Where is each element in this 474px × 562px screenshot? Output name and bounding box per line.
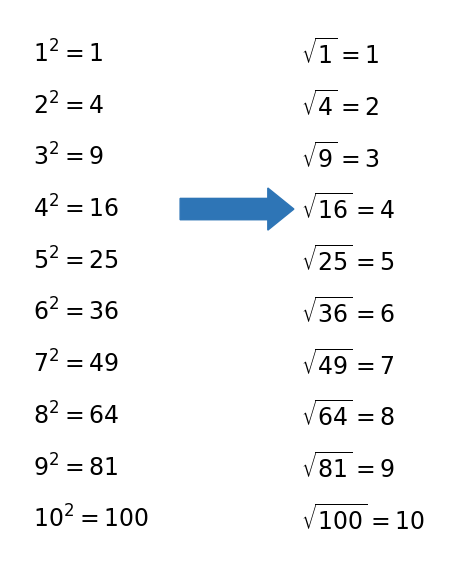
Text: $\sqrt{81} = 9$: $\sqrt{81} = 9$ <box>301 452 395 483</box>
Text: $3^2 = 9$: $3^2 = 9$ <box>33 144 104 171</box>
Text: $\sqrt{16} = 4$: $\sqrt{16} = 4$ <box>301 194 395 224</box>
Text: $\sqrt{64} = 8$: $\sqrt{64} = 8$ <box>301 401 395 431</box>
Text: $\sqrt{100} = 10$: $\sqrt{100} = 10$ <box>301 504 425 534</box>
Text: $5^2 = 25$: $5^2 = 25$ <box>33 247 119 274</box>
FancyArrow shape <box>180 188 294 230</box>
Text: $6^2 = 36$: $6^2 = 36$ <box>33 299 119 326</box>
Text: $\sqrt{4} = 2$: $\sqrt{4} = 2$ <box>301 90 379 121</box>
Text: $\sqrt{25} = 5$: $\sqrt{25} = 5$ <box>301 246 395 276</box>
Text: $1^2 = 1$: $1^2 = 1$ <box>33 40 103 67</box>
Text: $2^2 = 4$: $2^2 = 4$ <box>33 92 104 119</box>
Text: $9^2 = 81$: $9^2 = 81$ <box>33 454 118 481</box>
Text: $7^2 = 49$: $7^2 = 49$ <box>33 351 119 378</box>
Text: $\sqrt{49} = 7$: $\sqrt{49} = 7$ <box>301 349 395 379</box>
Text: $\sqrt{1} = 1$: $\sqrt{1} = 1$ <box>301 39 379 69</box>
Text: $4^2 = 16$: $4^2 = 16$ <box>33 196 119 223</box>
Text: $10^2 = 100$: $10^2 = 100$ <box>33 506 149 533</box>
Text: $\sqrt{36} = 6$: $\sqrt{36} = 6$ <box>301 297 395 328</box>
Text: $8^2 = 64$: $8^2 = 64$ <box>33 402 119 429</box>
Text: $\sqrt{9} = 3$: $\sqrt{9} = 3$ <box>301 142 380 173</box>
